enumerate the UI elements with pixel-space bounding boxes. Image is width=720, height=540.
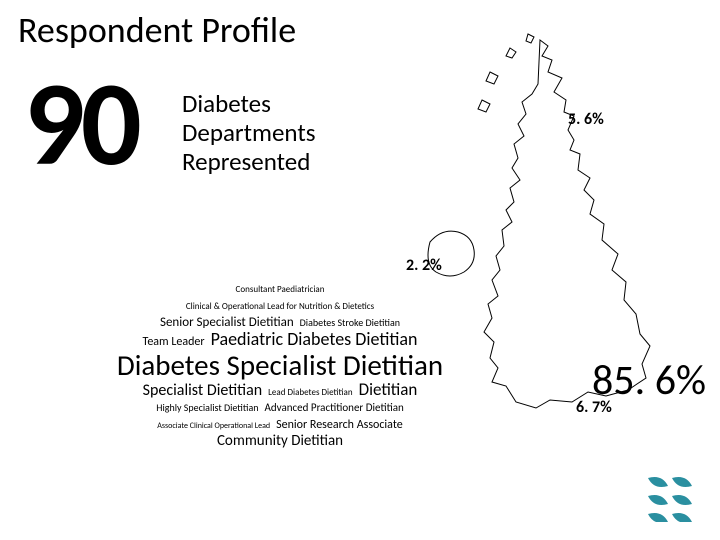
brand-logo-icon xyxy=(638,466,702,522)
headline-line1: Diabetes xyxy=(182,88,271,119)
wordcloud-term: Consultant Paediatrician xyxy=(236,285,325,294)
wordcloud-term: Community Dietitian xyxy=(217,434,343,450)
wordcloud-term: Dietitian xyxy=(359,381,418,399)
wordcloud-term: Advanced Practitioner Dietitian xyxy=(265,402,404,414)
wordcloud-term: Clinical & Operational Lead for Nutritio… xyxy=(186,302,374,311)
wordcloud-term: Highly Specialist Dietitian xyxy=(156,403,258,414)
headline-number: 90 xyxy=(24,64,138,184)
wordcloud-term: Diabetes Specialist Dietitian xyxy=(117,350,443,380)
map-label-nireland: 2. 2% xyxy=(406,256,442,275)
map-label-scotland: 5. 6% xyxy=(568,110,604,129)
wordcloud-term: Senior Research Associate xyxy=(276,419,403,432)
wordcloud-term: Lead Diabetes Dietitian xyxy=(268,388,352,397)
headline-line3: Represented xyxy=(182,146,310,177)
wordcloud-term: Specialist Dietitian xyxy=(143,383,263,400)
headline-line2: Departments xyxy=(182,117,315,148)
wordcloud-term: Associate Clinical Operational Lead xyxy=(157,422,270,430)
wordcloud-term: Diabetes Stroke Dietitian xyxy=(300,318,400,329)
england-percent: 85. 6% xyxy=(592,355,706,406)
headline-label: Diabetes Departments Represented xyxy=(182,90,315,176)
page-title: Respondent Profile xyxy=(18,8,296,52)
wordcloud-term: Senior Specialist Dietitian xyxy=(160,316,294,330)
role-wordcloud: Consultant Paediatrician Clinical & Opera… xyxy=(10,280,550,450)
